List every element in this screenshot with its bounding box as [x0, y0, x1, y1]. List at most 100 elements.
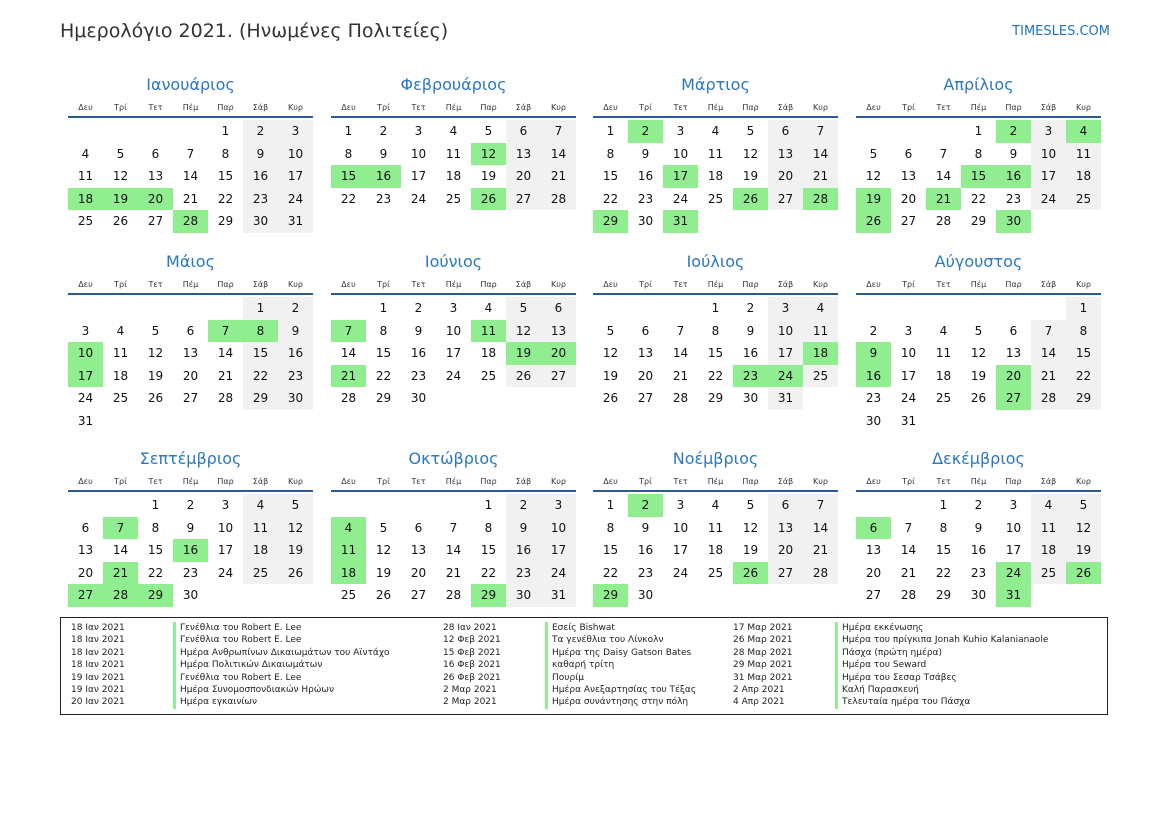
day-cell[interactable]: 15 — [480, 543, 497, 558]
holiday-day-cell[interactable]: 26 — [856, 210, 891, 233]
day-cell[interactable]: 22 — [970, 191, 987, 206]
day-cell[interactable]: 19 — [970, 368, 987, 383]
day-cell[interactable]: 7 — [904, 520, 913, 535]
day-cell[interactable]: 4 — [711, 124, 720, 139]
day-cell[interactable]: 6 — [904, 146, 913, 161]
day-cell[interactable]: 15 — [147, 543, 164, 558]
day-cell[interactable]: 25 — [77, 214, 94, 229]
day-cell[interactable]: 14 — [445, 543, 462, 558]
day-cell[interactable]: 29 — [1066, 387, 1101, 410]
day-cell[interactable]: 24 — [672, 565, 689, 580]
day-cell[interactable]: 13 — [77, 543, 94, 558]
holiday-day-cell[interactable]: 9 — [856, 342, 891, 365]
day-cell[interactable]: 5 — [278, 494, 313, 517]
day-cell[interactable]: 3 — [278, 120, 313, 143]
day-cell[interactable]: 15 — [602, 543, 619, 558]
day-cell[interactable]: 9 — [243, 142, 278, 165]
day-cell[interactable]: 26 — [970, 391, 987, 406]
day-cell[interactable]: 13 — [637, 346, 654, 361]
day-cell[interactable]: 24 — [410, 191, 427, 206]
day-cell[interactable]: 14 — [217, 346, 234, 361]
day-cell[interactable]: 11 — [1066, 142, 1101, 165]
day-cell[interactable]: 8 — [379, 323, 388, 338]
day-cell[interactable]: 17 — [1005, 543, 1022, 558]
holiday-day-cell[interactable]: 2 — [628, 120, 663, 143]
day-cell[interactable]: 10 — [445, 323, 462, 338]
day-cell[interactable]: 3 — [541, 494, 576, 517]
holiday-day-cell[interactable]: 29 — [593, 210, 628, 233]
day-cell[interactable]: 25 — [112, 391, 129, 406]
day-cell[interactable]: 19 — [742, 169, 759, 184]
day-cell[interactable]: 12 — [970, 346, 987, 361]
day-cell[interactable]: 1 — [606, 498, 615, 513]
day-cell[interactable]: 9 — [1009, 146, 1018, 161]
day-cell[interactable]: 16 — [970, 543, 987, 558]
day-cell[interactable]: 16 — [742, 346, 759, 361]
day-cell[interactable]: 16 — [410, 346, 427, 361]
day-cell[interactable]: 11 — [243, 516, 278, 539]
day-cell[interactable]: 8 — [221, 146, 230, 161]
holiday-day-cell[interactable]: 26 — [733, 561, 768, 584]
day-cell[interactable]: 4 — [484, 301, 493, 316]
day-cell[interactable]: 2 — [243, 120, 278, 143]
day-cell[interactable]: 29 — [935, 588, 952, 603]
holiday-day-cell[interactable]: 6 — [856, 516, 891, 539]
holiday-day-cell[interactable]: 7 — [208, 319, 243, 342]
day-cell[interactable]: 22 — [935, 565, 952, 580]
day-cell[interactable]: 10 — [217, 520, 234, 535]
day-cell[interactable]: 24 — [445, 368, 462, 383]
day-cell[interactable]: 23 — [278, 364, 313, 387]
day-cell[interactable]: 5 — [974, 323, 983, 338]
day-cell[interactable]: 19 — [1066, 539, 1101, 562]
day-cell[interactable]: 10 — [541, 516, 576, 539]
day-cell[interactable]: 21 — [672, 368, 689, 383]
day-cell[interactable]: 11 — [935, 346, 952, 361]
day-cell[interactable]: 6 — [81, 520, 90, 535]
holiday-day-cell[interactable]: 18 — [331, 561, 366, 584]
day-cell[interactable]: 10 — [900, 346, 917, 361]
day-cell[interactable]: 13 — [768, 142, 803, 165]
day-cell[interactable]: 5 — [746, 498, 755, 513]
day-cell[interactable]: 28 — [445, 588, 462, 603]
day-cell[interactable]: 19 — [147, 368, 164, 383]
day-cell[interactable]: 4 — [449, 124, 458, 139]
day-cell[interactable]: 29 — [375, 391, 392, 406]
holiday-day-cell[interactable]: 19 — [506, 342, 541, 365]
day-cell[interactable]: 17 — [410, 169, 427, 184]
day-cell[interactable]: 10 — [410, 146, 427, 161]
day-cell[interactable]: 22 — [147, 565, 164, 580]
day-cell[interactable]: 14 — [112, 543, 129, 558]
day-cell[interactable]: 18 — [112, 368, 129, 383]
holiday-day-cell[interactable]: 26 — [733, 187, 768, 210]
day-cell[interactable]: 15 — [602, 169, 619, 184]
day-cell[interactable]: 4 — [81, 146, 90, 161]
day-cell[interactable]: 12 — [147, 346, 164, 361]
day-cell[interactable]: 22 — [375, 368, 392, 383]
day-cell[interactable]: 27 — [182, 391, 199, 406]
day-cell[interactable]: 31 — [278, 210, 313, 233]
day-cell[interactable]: 26 — [147, 391, 164, 406]
day-cell[interactable]: 20 — [865, 565, 882, 580]
day-cell[interactable]: 5 — [746, 124, 755, 139]
day-cell[interactable]: 8 — [974, 146, 983, 161]
day-cell[interactable]: 27 — [147, 214, 164, 229]
day-cell[interactable]: 18 — [1031, 539, 1066, 562]
holiday-day-cell[interactable]: 21 — [103, 561, 138, 584]
day-cell[interactable]: 12 — [278, 516, 313, 539]
day-cell[interactable]: 23 — [637, 191, 654, 206]
day-cell[interactable]: 19 — [602, 368, 619, 383]
day-cell[interactable]: 21 — [217, 368, 234, 383]
holiday-day-cell[interactable]: 28 — [173, 210, 208, 233]
day-cell[interactable]: 22 — [217, 191, 234, 206]
day-cell[interactable]: 8 — [606, 520, 615, 535]
holiday-day-cell[interactable]: 20 — [138, 187, 173, 210]
day-cell[interactable]: 14 — [935, 169, 952, 184]
day-cell[interactable]: 16 — [637, 543, 654, 558]
day-cell[interactable]: 11 — [707, 520, 724, 535]
holiday-day-cell[interactable]: 27 — [68, 584, 103, 607]
day-cell[interactable]: 3 — [904, 323, 913, 338]
day-cell[interactable]: 20 — [410, 565, 427, 580]
day-cell[interactable]: 28 — [541, 187, 576, 210]
holiday-day-cell[interactable]: 24 — [768, 364, 803, 387]
day-cell[interactable]: 13 — [182, 346, 199, 361]
